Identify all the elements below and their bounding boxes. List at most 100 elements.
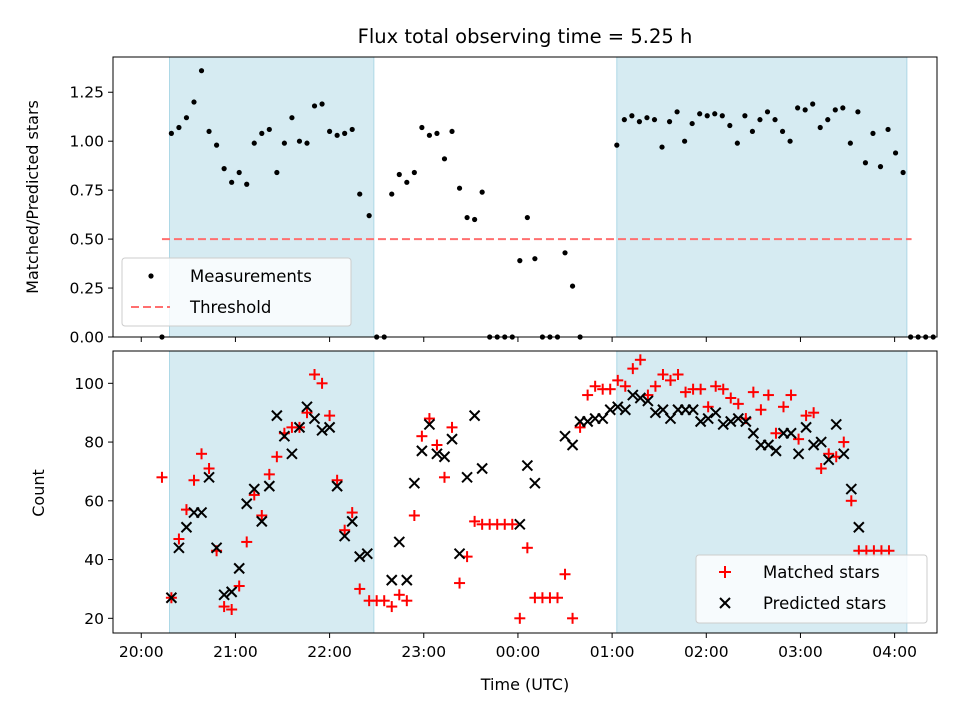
- measurement-point: [334, 132, 340, 138]
- legend-matched-marker: [719, 566, 731, 578]
- predicted-stars-point: [338, 530, 351, 542]
- predicted-stars-point: [740, 415, 752, 428]
- matched-stars-point: [248, 489, 260, 501]
- measurement-point: [825, 117, 831, 123]
- predicted-stars-point: [627, 389, 639, 401]
- x-tick-label: 04:00: [872, 643, 917, 661]
- legend-measurements-label: Measurements: [190, 267, 312, 286]
- matched-stars-point: [203, 463, 215, 474]
- measurement-point: [259, 130, 265, 136]
- measurement-point: [479, 189, 485, 195]
- measurement-point: [349, 126, 355, 133]
- predicted-stars-point: [800, 421, 812, 434]
- measurement-point: [674, 109, 680, 115]
- predicted-stars-point: [393, 536, 405, 548]
- matched-stars-point: [732, 398, 744, 410]
- matched-stars-point: [339, 524, 351, 536]
- measurement-point: [704, 113, 710, 119]
- x-tick-label: 02:00: [684, 643, 729, 661]
- predicted-stars-point: [354, 550, 366, 563]
- measurement-point: [892, 150, 899, 156]
- measurement-point: [524, 214, 530, 221]
- measurement-point: [244, 181, 250, 187]
- measurement-point: [870, 130, 876, 136]
- measurement-point: [621, 117, 627, 123]
- matched-stars-point: [762, 389, 774, 401]
- measurement-point: [532, 256, 538, 262]
- y-tick-label: 20: [84, 610, 104, 628]
- predicted-stars-point: [173, 542, 185, 554]
- measurement-point: [389, 191, 395, 197]
- predicted-stars-point: [815, 436, 827, 448]
- measurement-point: [366, 213, 372, 219]
- ratio-panel: 0.00 0.25 0.50 0.75 1.00 1.25 Matched/Predict…: [23, 56, 938, 347]
- predicted-stars-point: [210, 542, 223, 554]
- predicted-stars-point: [301, 401, 313, 413]
- measurement-point: [176, 124, 182, 131]
- matched-stars-point: [627, 363, 639, 375]
- measurement-point: [426, 132, 433, 138]
- matched-stars-point: [188, 474, 200, 486]
- predicted-stars-point: [241, 498, 253, 510]
- measurement-point: [517, 258, 523, 264]
- measurement-point: [666, 119, 673, 125]
- matched-stars-point: [695, 383, 707, 395]
- matched-stars-point: [664, 374, 676, 386]
- legend-matched-label: Matched stars: [763, 563, 880, 582]
- predicted-stars-point: [762, 439, 775, 451]
- predicted-stars-point: [286, 448, 298, 460]
- x-tick-label: 20:00: [119, 643, 164, 661]
- measurement-point: [682, 138, 688, 144]
- measurement-point: [229, 179, 235, 185]
- matched-stars-point: [800, 410, 812, 422]
- matched-stars-point: [838, 436, 850, 448]
- predicted-stars-point: [694, 415, 707, 428]
- measurement-point: [464, 214, 470, 221]
- predicted-stars-point: [649, 406, 662, 419]
- legend-top: Measurements Threshold: [121, 257, 352, 327]
- y-tick-label: 60: [84, 492, 104, 510]
- measurement-point: [213, 142, 220, 148]
- y-axis-label-count: Count: [29, 469, 48, 517]
- matched-stars-point: [408, 510, 420, 521]
- predicted-stars-point: [446, 433, 458, 445]
- matched-stars-point: [559, 568, 571, 580]
- measurement-point: [198, 68, 205, 74]
- measurement-point: [840, 105, 846, 111]
- y-tick-label: 0.50: [69, 231, 104, 249]
- matched-stars-point: [514, 612, 526, 624]
- matched-stars-point: [506, 518, 518, 530]
- matched-stars-point: [454, 577, 466, 589]
- predicted-stars-point: [346, 515, 358, 528]
- matched-stars-point: [551, 592, 563, 604]
- count-panel: 20 40 60 80 100 20:00 21:00 22:00 23:00 00:00 01:…: [29, 350, 938, 694]
- predicted-stars-point: [529, 477, 541, 489]
- predicted-stars-point: [218, 589, 230, 601]
- measurement-point: [326, 128, 333, 135]
- legend-threshold-label: Threshold: [189, 298, 271, 317]
- matched-stars-point: [156, 471, 168, 483]
- predicted-stars-point: [581, 415, 594, 428]
- measurement-point: [719, 113, 725, 119]
- predicted-stars-point: [401, 574, 413, 586]
- predicted-stars-point: [747, 427, 760, 439]
- matched-stars-point: [793, 433, 805, 445]
- x-tick-label: 23:00: [401, 643, 446, 661]
- predicted-stars-point: [271, 409, 283, 422]
- predicted-stars-point: [468, 409, 481, 422]
- matched-stars-point: [324, 410, 336, 422]
- measurement-point: [304, 140, 310, 146]
- matched-stars-point: [710, 380, 722, 392]
- measurement-point: [659, 144, 665, 150]
- matched-stars-point: [883, 545, 895, 557]
- matched-stars-point: [354, 583, 366, 595]
- matched-stars-point: [271, 451, 283, 463]
- predicted-stars-point: [323, 421, 336, 434]
- predicted-stars-point: [604, 404, 616, 416]
- matched-stars-point: [309, 369, 321, 380]
- matched-stars-point: [196, 448, 208, 460]
- predicted-stars-point: [792, 448, 805, 460]
- legend-predicted-label: Predicted stars: [763, 594, 886, 613]
- measurement-point: [900, 169, 906, 176]
